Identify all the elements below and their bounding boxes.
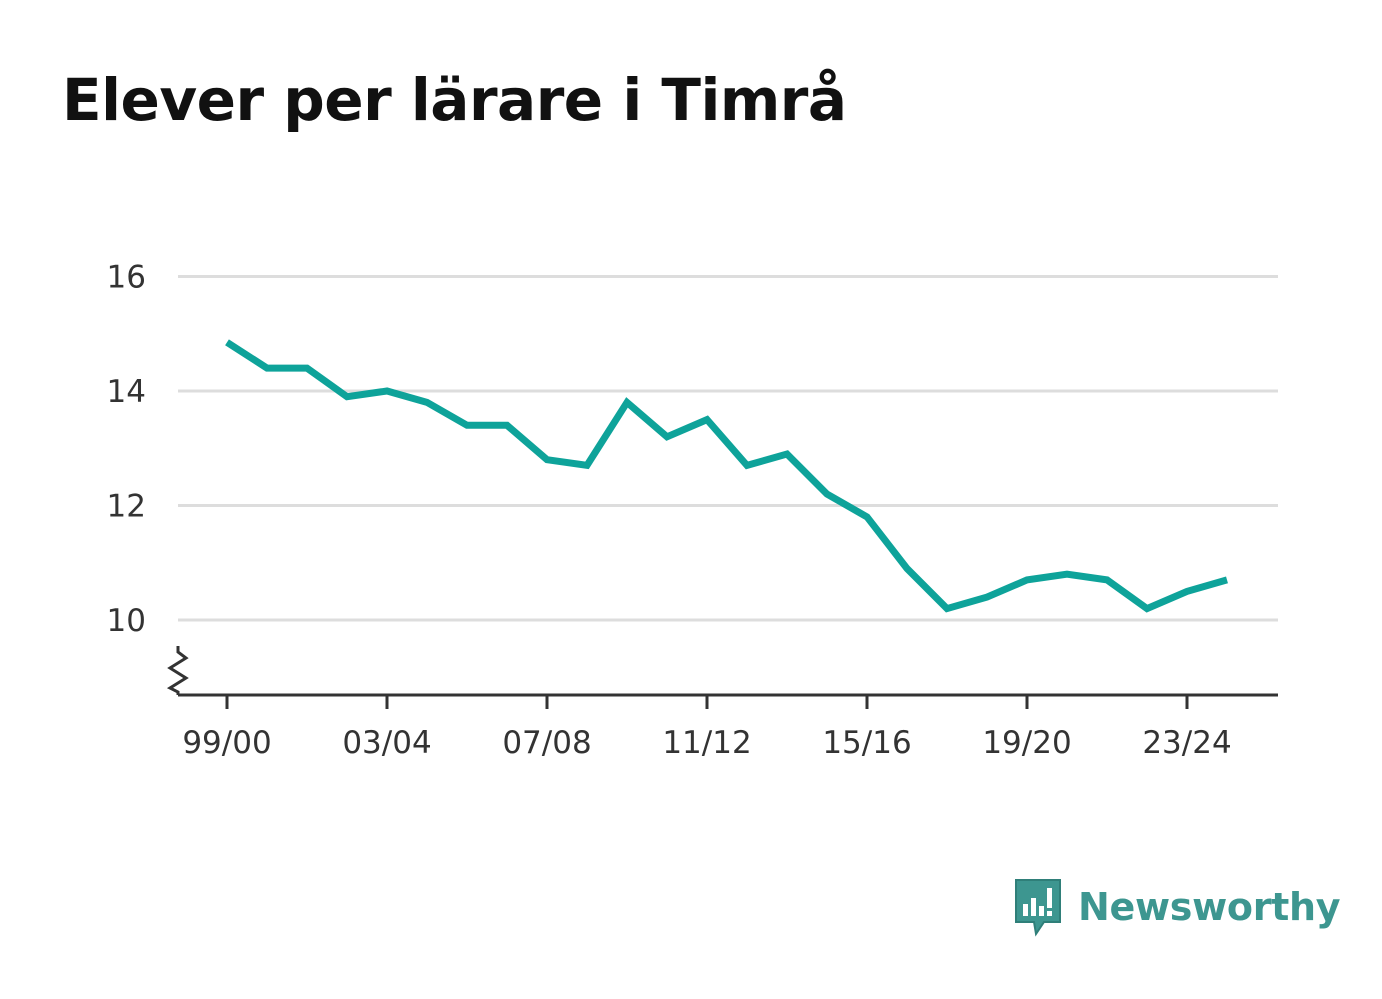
chart-title: Elever per lärare i Timrå: [62, 66, 847, 134]
y-tick-label: 12: [107, 489, 146, 525]
x-tick-label: 07/08: [502, 725, 591, 761]
x-tick-label: 19/20: [982, 725, 1071, 761]
newsworthy-logo: Newsworthy: [1012, 876, 1341, 938]
axis-break-icon: [166, 646, 189, 695]
x-axis: [166, 646, 1278, 697]
x-tick-label: 03/04: [342, 725, 431, 761]
series-group: [225, 339, 1228, 613]
y-tick-label: 16: [107, 260, 146, 296]
grid-lines: [178, 275, 1278, 622]
series-line-0: [225, 339, 1228, 613]
y-tick-label: 14: [107, 374, 146, 410]
x-axis-ticks: 99/00 03/04 07/08 11/12 15/16 19/20 23/24: [182, 695, 1232, 761]
x-tick-label: 23/24: [1142, 725, 1231, 761]
x-tick-label: 15/16: [822, 725, 911, 761]
x-tick-label: 99/00: [182, 725, 271, 761]
y-axis-ticks: 10 12 14 16: [107, 260, 146, 640]
newsworthy-logo-icon: [1015, 879, 1061, 937]
y-tick-label: 10: [107, 603, 146, 639]
brand-name: Newsworthy: [1078, 885, 1341, 929]
x-tick-label: 11/12: [662, 725, 751, 761]
